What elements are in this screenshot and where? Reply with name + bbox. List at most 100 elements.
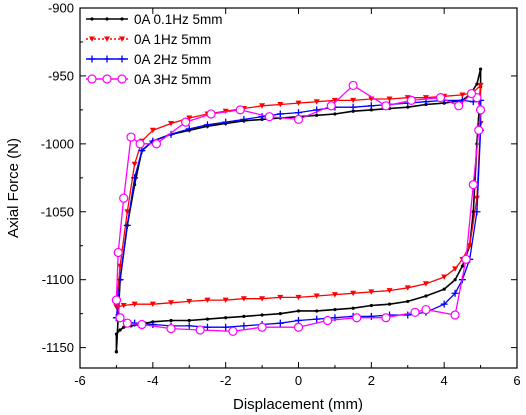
data-point: [313, 315, 321, 323]
data-point: [295, 294, 302, 301]
data-point: [315, 113, 319, 117]
data-point: [168, 300, 175, 306]
legend-marker: [120, 17, 124, 21]
data-point: [126, 132, 136, 142]
data-point: [203, 121, 211, 129]
data-point: [348, 80, 358, 91]
series-layer: [111, 67, 486, 354]
y-tick-label: -1050: [41, 204, 74, 219]
legend-marker: [119, 36, 125, 42]
data-point: [135, 139, 145, 149]
data-point: [293, 322, 304, 332]
data-point: [166, 324, 176, 334]
legend-marker: [90, 17, 94, 21]
data-point: [368, 289, 375, 295]
data-point: [187, 318, 191, 323]
data-point: [137, 319, 147, 330]
legend-label: 0A 3Hz 5mm: [134, 72, 211, 87]
data-point: [138, 147, 146, 155]
data-point: [313, 99, 320, 105]
data-point: [367, 102, 375, 110]
legend-item: 0A 2Hz 5mm: [86, 52, 211, 67]
data-point: [453, 278, 457, 282]
data-point: [424, 294, 428, 298]
data-point: [123, 221, 131, 229]
data-point: [124, 209, 131, 215]
x-tick-labels: -6 -4 -2 0 2 4 6: [74, 373, 520, 388]
data-point: [151, 139, 162, 149]
legend-marker: [117, 74, 127, 84]
data-point: [149, 127, 156, 134]
axis-ticks: [79, 7, 518, 368]
data-point: [466, 88, 477, 99]
data-point: [186, 298, 193, 305]
data-point: [478, 67, 483, 71]
data-point: [349, 103, 357, 111]
data-point: [206, 109, 216, 119]
y-tick-label: -1100: [42, 272, 74, 287]
data-point: [421, 304, 431, 315]
legend-marker: [102, 74, 112, 84]
data-point: [120, 303, 127, 309]
data-point: [404, 311, 412, 319]
data-point: [204, 297, 211, 303]
data-point: [278, 312, 282, 316]
data-point: [406, 105, 410, 109]
data-point: [381, 101, 391, 111]
data-point: [381, 313, 391, 323]
data-point: [118, 328, 122, 332]
data-point: [451, 289, 459, 297]
data-point: [259, 296, 266, 302]
data-point: [460, 264, 464, 268]
data-point: [259, 103, 266, 109]
data-point: [293, 114, 304, 124]
data-point: [240, 296, 247, 302]
data-point: [295, 100, 302, 106]
data-point: [113, 247, 123, 258]
data-point: [313, 293, 320, 299]
data-point: [351, 306, 355, 310]
data-point: [277, 294, 284, 301]
legend-item: 0A 3Hz 5mm: [86, 72, 211, 87]
data-point: [331, 97, 338, 104]
y-axis-title: Axial Force (N): [5, 138, 22, 238]
data-point: [222, 118, 230, 126]
data-point: [435, 93, 446, 103]
data-point: [315, 309, 319, 313]
data-point: [323, 315, 333, 326]
data-point: [114, 332, 119, 336]
x-tick-label: -6: [74, 373, 86, 388]
x-tick-label: 2: [368, 373, 375, 388]
data-point: [442, 287, 446, 291]
data-point: [367, 312, 375, 320]
data-point: [459, 92, 466, 98]
data-point: [351, 109, 355, 113]
data-point: [119, 193, 129, 203]
data-point: [369, 108, 373, 112]
data-point: [350, 290, 357, 297]
data-point: [461, 254, 471, 264]
data-point: [404, 285, 411, 291]
x-axis-title: Displacement (mm): [233, 396, 363, 413]
data-point: [468, 180, 478, 190]
data-point: [131, 174, 139, 182]
data-point: [185, 125, 193, 133]
data-point: [441, 274, 448, 280]
data-point: [296, 309, 301, 313]
data-point: [466, 243, 473, 249]
y-tick-label: -900: [48, 1, 74, 16]
data-point: [276, 319, 284, 327]
x-tick-label: -2: [220, 373, 232, 388]
data-point: [203, 323, 211, 331]
legend-marker: [104, 36, 110, 42]
data-point: [240, 322, 248, 330]
data-point: [169, 318, 173, 323]
legend-marker: [105, 17, 109, 21]
data-point: [475, 105, 486, 115]
data-point: [422, 95, 429, 101]
data-point: [386, 288, 393, 294]
data-point: [149, 321, 157, 329]
data-point: [473, 208, 481, 216]
data-point: [181, 117, 191, 127]
data-point: [450, 310, 460, 320]
